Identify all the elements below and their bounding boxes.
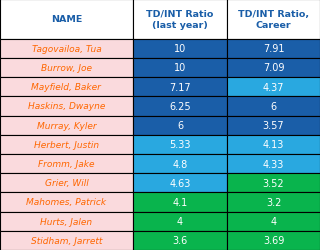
Bar bbox=[133, 154, 227, 174]
Text: Hurts, Jalen: Hurts, Jalen bbox=[40, 217, 92, 226]
Text: 7.17: 7.17 bbox=[169, 82, 191, 92]
Bar bbox=[133, 212, 227, 231]
Bar bbox=[133, 116, 227, 135]
Text: 5.33: 5.33 bbox=[169, 140, 191, 150]
Bar bbox=[227, 97, 320, 116]
Bar bbox=[227, 116, 320, 135]
Bar bbox=[0, 59, 133, 78]
Bar bbox=[0, 192, 133, 212]
Text: 3.6: 3.6 bbox=[172, 236, 188, 246]
Bar bbox=[0, 40, 133, 59]
Text: Fromm, Jake: Fromm, Jake bbox=[38, 160, 95, 168]
Bar bbox=[133, 174, 227, 193]
Bar bbox=[133, 40, 227, 59]
Bar bbox=[0, 78, 133, 97]
Bar bbox=[227, 40, 320, 59]
Text: 3.2: 3.2 bbox=[266, 197, 281, 207]
Bar bbox=[133, 135, 227, 154]
Bar bbox=[0, 212, 133, 231]
Bar bbox=[0, 135, 133, 154]
Text: 6: 6 bbox=[177, 121, 183, 130]
Text: 10: 10 bbox=[174, 44, 186, 54]
Text: 3.69: 3.69 bbox=[263, 236, 284, 246]
Text: 4: 4 bbox=[270, 216, 277, 226]
Bar bbox=[133, 0, 227, 40]
Text: 3.57: 3.57 bbox=[263, 121, 284, 130]
Text: Stidham, Jarrett: Stidham, Jarrett bbox=[31, 236, 102, 245]
Bar bbox=[133, 97, 227, 116]
Bar bbox=[227, 174, 320, 193]
Text: Grier, Will: Grier, Will bbox=[44, 178, 88, 188]
Bar bbox=[0, 0, 133, 40]
Bar bbox=[133, 231, 227, 250]
Text: 4.37: 4.37 bbox=[263, 82, 284, 92]
Bar bbox=[0, 97, 133, 116]
Text: 6: 6 bbox=[270, 102, 277, 112]
Text: 4.63: 4.63 bbox=[169, 178, 191, 188]
Text: 4.13: 4.13 bbox=[263, 140, 284, 150]
Text: Haskins, Dwayne: Haskins, Dwayne bbox=[28, 102, 105, 111]
Text: Mayfield, Baker: Mayfield, Baker bbox=[31, 83, 101, 92]
Text: TD/INT Ratio
(last year): TD/INT Ratio (last year) bbox=[146, 10, 214, 30]
Bar bbox=[0, 116, 133, 135]
Text: 4.33: 4.33 bbox=[263, 159, 284, 169]
Bar bbox=[133, 192, 227, 212]
Text: 6.25: 6.25 bbox=[169, 102, 191, 112]
Bar bbox=[227, 135, 320, 154]
Bar bbox=[133, 78, 227, 97]
Text: Tagovailoa, Tua: Tagovailoa, Tua bbox=[32, 44, 101, 54]
Text: Burrow, Joe: Burrow, Joe bbox=[41, 64, 92, 73]
Text: Murray, Kyler: Murray, Kyler bbox=[36, 121, 96, 130]
Bar bbox=[227, 231, 320, 250]
Bar bbox=[227, 59, 320, 78]
Text: 7.09: 7.09 bbox=[263, 63, 284, 73]
Bar bbox=[227, 154, 320, 174]
Bar bbox=[0, 154, 133, 174]
Bar bbox=[227, 0, 320, 40]
Text: 3.52: 3.52 bbox=[263, 178, 284, 188]
Bar bbox=[227, 78, 320, 97]
Text: NAME: NAME bbox=[51, 15, 82, 24]
Text: Herbert, Justin: Herbert, Justin bbox=[34, 140, 99, 149]
Bar bbox=[227, 192, 320, 212]
Bar bbox=[0, 231, 133, 250]
Text: 4.8: 4.8 bbox=[172, 159, 188, 169]
Text: 4.1: 4.1 bbox=[172, 197, 188, 207]
Text: Mahomes, Patrick: Mahomes, Patrick bbox=[26, 198, 107, 207]
Text: 10: 10 bbox=[174, 63, 186, 73]
Text: TD/INT Ratio,
Career: TD/INT Ratio, Career bbox=[238, 10, 309, 30]
Bar bbox=[133, 59, 227, 78]
Text: 4: 4 bbox=[177, 216, 183, 226]
Bar bbox=[0, 174, 133, 193]
Text: 7.91: 7.91 bbox=[263, 44, 284, 54]
Bar bbox=[227, 212, 320, 231]
